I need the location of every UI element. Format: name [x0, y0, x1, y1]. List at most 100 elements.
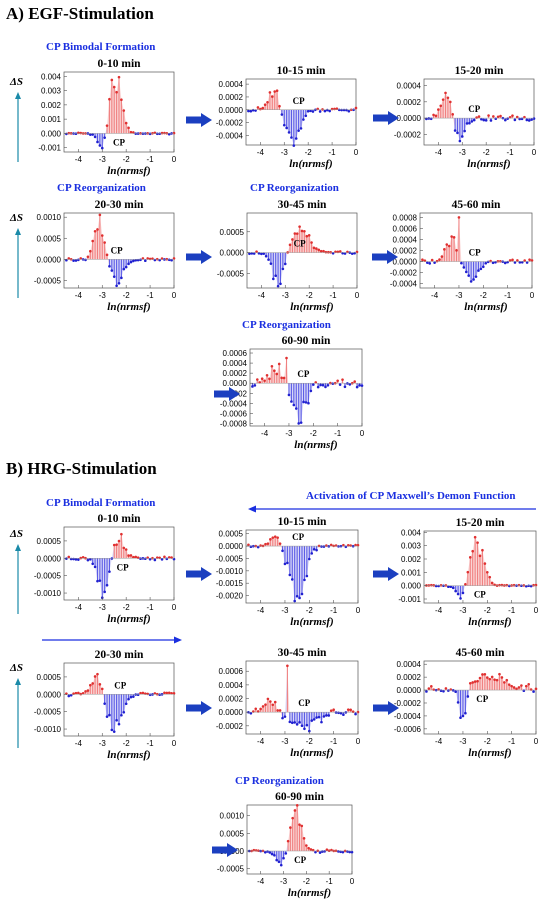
data-point [289, 826, 292, 829]
x-tick-label: -3 [282, 291, 290, 300]
y-tick-label: 0.0004 [397, 82, 422, 91]
area-segment [454, 237, 457, 262]
data-point [457, 216, 461, 219]
x-tick-label: -4 [75, 291, 83, 300]
x-axis-label: ln(nrmsf) [107, 165, 150, 177]
data-point [160, 131, 164, 135]
data-point [443, 248, 446, 251]
data-point [112, 85, 116, 89]
data-point [163, 555, 166, 559]
data-point [117, 75, 121, 79]
area-segment [90, 240, 93, 260]
x-tick-label: -3 [459, 606, 467, 615]
data-point [322, 715, 326, 718]
data-point [300, 592, 304, 596]
section-title-hrg: B) HRG-Stimulation [6, 459, 157, 478]
data-point [96, 672, 99, 676]
data-point [456, 131, 459, 135]
x-tick-label: 0 [172, 155, 177, 164]
data-point [530, 118, 533, 121]
data-point [427, 117, 431, 120]
data-point [276, 284, 280, 288]
panel-title: 60-90 min [275, 791, 324, 803]
data-point [322, 545, 326, 548]
data-point [468, 681, 472, 685]
data-point [468, 121, 471, 125]
data-point [266, 697, 270, 701]
y-tick-label: 0.0002 [397, 98, 422, 107]
x-tick-label: -1 [147, 739, 155, 748]
data-point [288, 243, 292, 247]
area-segment [292, 810, 295, 851]
data-point [247, 109, 250, 113]
area-segment [267, 92, 270, 110]
x-tick-label: -4 [435, 737, 443, 746]
area-segment [446, 244, 450, 262]
data-point [507, 683, 511, 686]
data-point [252, 252, 256, 255]
area-segment [297, 805, 300, 851]
data-point [506, 260, 509, 264]
data-point [461, 714, 465, 718]
y-tick-label: 0.0006 [223, 349, 248, 358]
chart-hrg-20-30: 20-30 min CP -0.0010 -0.0005 0.0000 0.0005 -4 -… [34, 649, 177, 761]
data-point [280, 376, 283, 380]
data-point [472, 118, 476, 122]
data-point [91, 133, 94, 136]
x-axis-label: ln(nrmsf) [468, 747, 511, 759]
area-segment [121, 534, 124, 559]
y-tick-label: -0.0002 [390, 269, 418, 278]
data-point [120, 713, 123, 717]
data-point [134, 258, 138, 262]
data-point [461, 591, 465, 595]
data-point [478, 676, 482, 680]
panel-title: 10-15 min [277, 65, 326, 77]
cp-label: CP [476, 694, 488, 704]
area-segment [455, 585, 459, 595]
cp-label: CP [469, 248, 481, 258]
transition-arrow-icon [373, 567, 399, 581]
data-point [476, 541, 479, 544]
data-point [434, 584, 438, 588]
area-segment [107, 254, 110, 267]
y-tick-label: 0.001 [401, 568, 422, 577]
data-point [356, 543, 360, 547]
delta-s-arrow-icon [15, 544, 21, 614]
x-tick-label: -4 [258, 291, 266, 300]
y-tick-label: 0.0010 [37, 213, 62, 222]
data-point [472, 278, 475, 281]
y-tick-label: -0.0006 [220, 409, 248, 418]
x-tick-label: 0 [172, 739, 177, 748]
label-cp-reorg-egf-3: CP Reorganization [242, 319, 331, 331]
data-point [295, 594, 299, 598]
data-point [532, 583, 535, 587]
data-point [484, 261, 488, 265]
data-point [482, 118, 486, 122]
data-point [351, 710, 355, 713]
data-point [499, 259, 502, 263]
data-point [293, 232, 297, 235]
area-segment [306, 712, 310, 732]
data-point [268, 377, 271, 381]
x-tick-label: -4 [75, 739, 83, 748]
x-tick-label: -3 [280, 877, 288, 886]
data-point [329, 709, 333, 713]
data-point [290, 136, 293, 139]
x-tick-label: 0 [172, 603, 177, 612]
area-segment [464, 118, 468, 132]
area-segment [111, 694, 115, 732]
x-tick-label: -2 [306, 606, 314, 615]
cp-label: CP [294, 239, 306, 249]
data-point [167, 556, 171, 559]
area-segment [487, 677, 490, 691]
area-segment [123, 110, 127, 134]
data-point [350, 850, 354, 854]
data-point [115, 718, 118, 722]
data-point [146, 556, 149, 559]
data-point [115, 90, 118, 94]
data-point [270, 364, 274, 368]
area-segment [287, 546, 290, 575]
x-tick-label: -1 [147, 291, 155, 300]
data-point [153, 692, 157, 695]
area-segment [85, 558, 88, 561]
